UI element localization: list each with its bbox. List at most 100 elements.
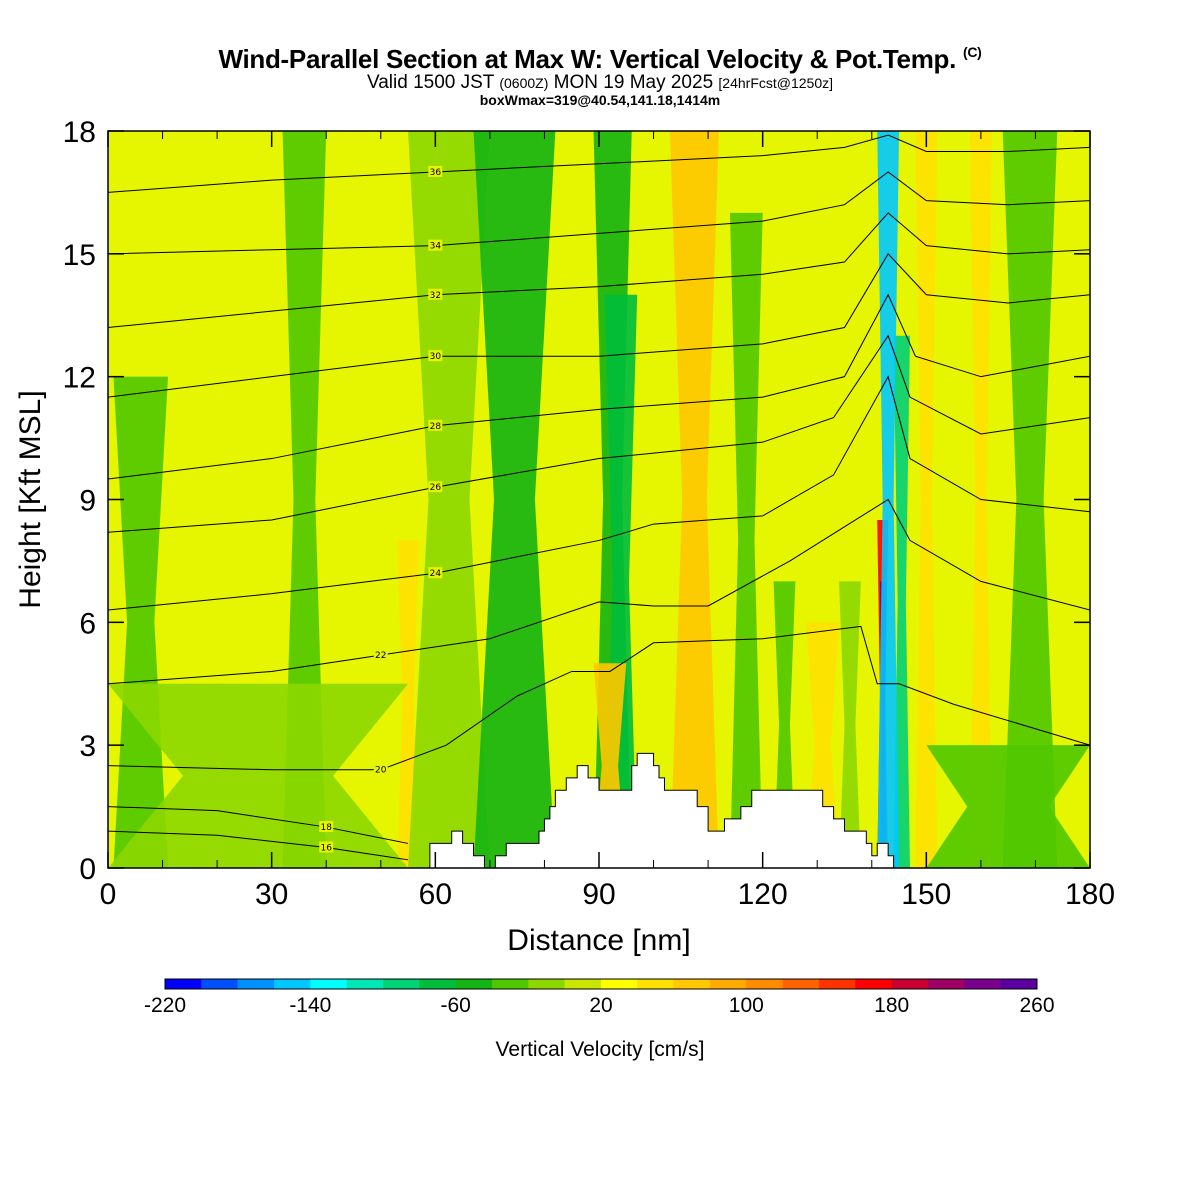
- colorbar-swatch: [492, 979, 529, 989]
- colorbar-swatch: [710, 979, 747, 989]
- theta-label-bg: [428, 567, 443, 579]
- colorbar-tick-label: 180: [874, 994, 909, 1017]
- theta-label: 26: [430, 483, 442, 493]
- theta-contour-16: [108, 830, 409, 861]
- theta-label-group-28: 28: [428, 419, 443, 432]
- x-tick-label: 30: [255, 878, 288, 911]
- x-tick-label: 0: [100, 878, 117, 911]
- box-max-info: boxWmax=319@40.54,141.18,1414m: [479, 92, 721, 108]
- colorbar-tick-label: -220: [144, 994, 186, 1017]
- colorbar-title: Vertical Velocity [cm/s]: [496, 1038, 705, 1061]
- theta-contour-32: [108, 212, 1090, 329]
- theta-contour-20: [108, 625, 1090, 771]
- theta-label: 28: [430, 422, 442, 432]
- theta-label-group-20: 20: [373, 763, 388, 776]
- colorbar-swatch: [237, 979, 275, 989]
- velocity-band-20: [1002, 131, 1058, 868]
- x-tick-label: 60: [419, 878, 452, 911]
- velocity-band-21: [926, 745, 1090, 868]
- theta-label-group-36: 36: [428, 165, 443, 178]
- valid-utc: (0600Z): [499, 75, 549, 91]
- theta-contour-18: [108, 806, 409, 844]
- chart-title: Wind-Parallel Section at Max W: Vertical…: [0, 44, 1200, 75]
- terrain-profile: [108, 752, 1090, 868]
- theta-label-group-22: 22: [373, 649, 388, 661]
- theta-label: 18: [320, 823, 332, 833]
- x-tick-label: 90: [582, 878, 615, 911]
- y-tick-label: 12: [63, 362, 96, 395]
- theta-label-bg: [428, 419, 443, 431]
- theta-label-bg: [319, 841, 334, 853]
- theta-label-group-24: 24: [428, 567, 443, 579]
- theta-contour-30: [108, 253, 1090, 398]
- theta-label-group-18: 18: [319, 821, 334, 833]
- theta-label: 20: [375, 766, 387, 776]
- colorbar-swatch: [564, 979, 602, 989]
- theta-label-group-26: 26: [428, 481, 443, 493]
- theta-label: 16: [320, 844, 332, 854]
- theta-contour-24: [108, 375, 1090, 611]
- colorbar-swatch: [455, 979, 493, 989]
- velocity-band-16: [893, 335, 910, 868]
- colorbar-swatch: [346, 979, 384, 989]
- colorbar-swatch: [746, 979, 784, 989]
- colorbar-tick-label: 260: [1019, 994, 1054, 1017]
- plot-area: 16 18 20 22 24 26 28 30 32 34 36: [108, 131, 1090, 868]
- theta-label: 36: [430, 168, 442, 178]
- velocity-band-3: [408, 131, 490, 868]
- colorbar-swatch: [673, 979, 711, 989]
- theta-label-bg: [373, 763, 388, 775]
- colorbar-swatch: [964, 979, 1002, 989]
- colorbar: -220 -140 -60 20 100 180 260 Vertical Velocity …: [144, 978, 1055, 1061]
- colorbar-swatch: [1000, 979, 1038, 989]
- colorbar-tick-label: -140: [289, 994, 331, 1017]
- valid-date: MON 19 May 2025: [553, 72, 714, 93]
- theta-contour-26: [108, 334, 1090, 533]
- colorbar-tick-label: -60: [440, 994, 470, 1017]
- colorbar-frame: [164, 978, 1038, 990]
- x-tick-label: 180: [1065, 878, 1115, 911]
- colorbar-swatch: [165, 979, 202, 989]
- colorbar-swatch: [928, 979, 965, 989]
- theta-label: 30: [430, 352, 442, 362]
- y-axis-title: Height [Kft MSL]: [14, 390, 47, 608]
- colorbar-swatch: [601, 979, 638, 989]
- y-tick-label: 6: [79, 607, 96, 640]
- colorbar-swatch: [528, 979, 566, 989]
- colorbar-swatch: [891, 979, 929, 989]
- colorbar-swatch: [274, 979, 311, 989]
- theta-label-group-34: 34: [428, 239, 443, 252]
- valid-time-line: Valid 1500 JST (0600Z) MON 19 May 2025 […: [0, 72, 1200, 94]
- theta-label-bg: [428, 165, 443, 177]
- colorbar-swatch: [782, 979, 820, 989]
- y-tick-label: 9: [79, 485, 96, 518]
- y-tick-label: 3: [79, 730, 96, 763]
- theta-contour-34: [108, 171, 1090, 255]
- valid-prefix: Valid 1500 JST: [366, 72, 495, 93]
- velocity-band-0: [113, 376, 169, 868]
- y-tick-label: 15: [63, 239, 96, 272]
- colorbar-swatch: [819, 979, 856, 989]
- colorbar-tick-label: 20: [589, 994, 612, 1017]
- theta-label-group-32: 32: [428, 288, 443, 301]
- forecast-info: [24hrFcst@1250z]: [718, 75, 834, 91]
- copyright-mark: (C): [962, 44, 982, 60]
- x-tick-label: 150: [901, 878, 951, 911]
- theta-label-bg: [428, 288, 443, 300]
- theta-label-bg: [319, 821, 334, 833]
- theta-label-bg: [373, 649, 388, 661]
- theta-label-group-16: 16: [319, 841, 334, 854]
- theta-contour-36: [108, 134, 1090, 193]
- velocity-band-12: [839, 581, 861, 868]
- theta-contour-28: [108, 293, 1090, 480]
- colorbar-swatch: [201, 979, 239, 989]
- colorbar-swatch: [310, 979, 348, 989]
- theta-label-group-30: 30: [428, 350, 443, 362]
- theta-label: 34: [430, 242, 442, 252]
- x-axis-title: Distance [nm]: [507, 924, 690, 957]
- colorbar-tick-label: 100: [729, 994, 764, 1017]
- theta-label-bg: [428, 481, 443, 493]
- theta-label-bg: [428, 350, 443, 362]
